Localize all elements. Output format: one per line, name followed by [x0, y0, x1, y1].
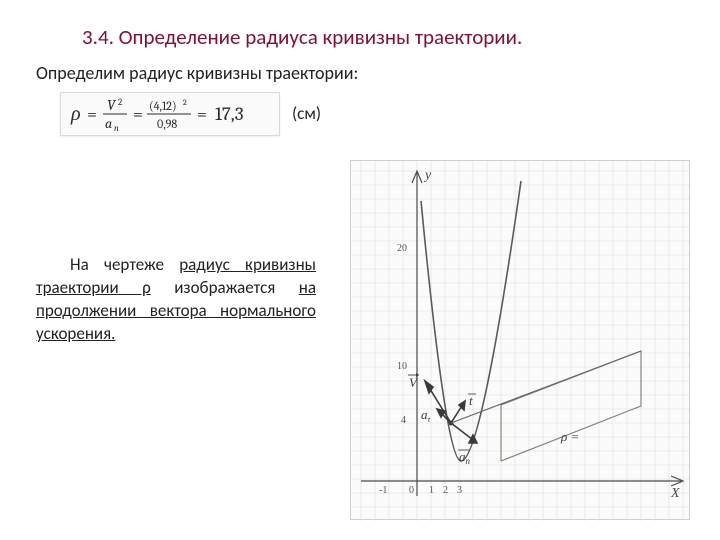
svg-text:(4,12): (4,12)	[149, 99, 177, 113]
svg-text:X: X	[670, 486, 680, 501]
para-mid: изображается	[174, 277, 275, 298]
explanation-paragraph: На чертеже радиус кривизны траектории ρ …	[36, 254, 316, 346]
svg-text:n: n	[114, 124, 119, 134]
svg-text:=: =	[87, 104, 97, 125]
svg-text:ρ: ρ	[70, 102, 81, 125]
intro-text: Определим радиус кривизны траектории:	[36, 62, 358, 84]
svg-text:1: 1	[429, 485, 434, 496]
svg-text:0,98: 0,98	[157, 117, 177, 131]
svg-text:2: 2	[118, 98, 122, 108]
svg-text:y: y	[423, 168, 432, 183]
svg-text:20: 20	[397, 243, 407, 254]
para-p1: чертеже	[104, 254, 164, 275]
svg-text:2: 2	[183, 98, 187, 107]
graph-svg: y X -1 0 1 2 3 4 10 20	[351, 161, 691, 521]
svg-text:-1: -1	[379, 485, 387, 496]
svg-text:ρ =: ρ =	[560, 429, 579, 444]
svg-text:0: 0	[409, 485, 414, 496]
svg-text:aτ: aτ	[421, 407, 432, 424]
formula-box: ρ = V 2 a n = (4,12) 2 0,98 = 17,3	[60, 92, 280, 136]
section-heading: 3.4. Определение радиуса кривизны траект…	[82, 24, 522, 50]
svg-text:2: 2	[443, 485, 448, 496]
svg-text:=: =	[133, 104, 143, 125]
graph-paper: y X -1 0 1 2 3 4 10 20	[350, 160, 690, 520]
svg-text:10: 10	[397, 361, 407, 372]
trajectory-curve	[421, 181, 521, 461]
svg-text:4: 4	[401, 415, 406, 426]
svg-text:V: V	[107, 96, 117, 114]
svg-text:=: =	[197, 104, 207, 125]
svg-text:a: a	[105, 115, 112, 132]
svg-text:17,3: 17,3	[215, 103, 244, 125]
svg-text:t: t	[469, 393, 473, 408]
formula-svg: ρ = V 2 a n = (4,12) 2 0,98 = 17,3	[65, 94, 275, 134]
svg-text:3: 3	[457, 485, 462, 496]
formula-unit: (см)	[292, 103, 321, 124]
para-lead: На	[70, 254, 89, 275]
